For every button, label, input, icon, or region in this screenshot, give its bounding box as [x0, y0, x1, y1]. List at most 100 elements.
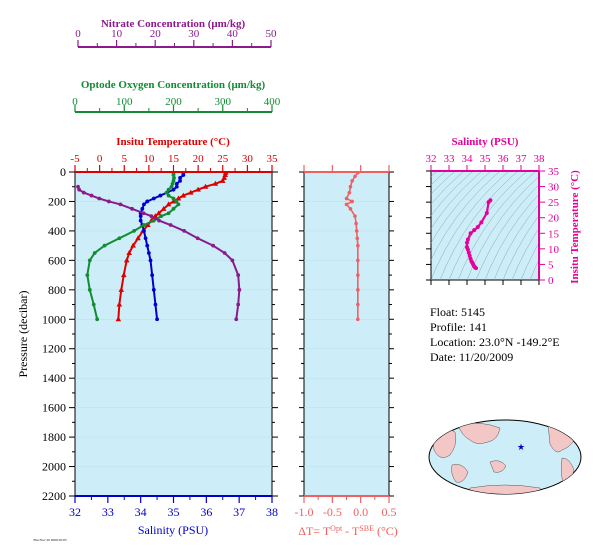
profile-series [76, 172, 242, 322]
salinity-point [174, 181, 179, 186]
density-contour [475, 184, 539, 280]
delta-t-axis-ticks: -1.0 -0.5 0.0 0.5 [295, 165, 397, 519]
delta-t-tick-label: -0.5 [323, 505, 342, 519]
oxygen-point [166, 211, 171, 216]
temperature-point [187, 189, 194, 195]
profile-number: Profile: 141 [430, 320, 487, 334]
temperature-point [118, 286, 125, 292]
temperature-point [145, 222, 151, 228]
ts-y-tick-label: 25 [548, 197, 560, 209]
pressure-tick-label: 200 [48, 194, 66, 208]
ts-y-tick-label: 0 [548, 275, 554, 287]
temperature-axis-label: Insitu Temperature (°C) [116, 136, 230, 148]
temperature-tick-label: 35 [267, 153, 279, 165]
oxygen-point [85, 273, 90, 277]
salinity-point [171, 187, 176, 192]
nitrate-point [97, 196, 102, 201]
oxygen-tick-label: 200 [165, 96, 182, 108]
ts-temperature-axis-label: Insitu Temperature (°C) [569, 170, 581, 284]
temperature-point [135, 235, 141, 241]
nitrate-point [222, 251, 227, 255]
oxygen-point [117, 236, 122, 241]
density-contour [431, 171, 501, 261]
oxygen-point [132, 229, 137, 233]
delta-t-point [356, 302, 360, 307]
salinity-point [143, 236, 148, 241]
density-contour [431, 171, 456, 195]
nitrate-point [168, 223, 173, 227]
temperature-point [195, 186, 201, 192]
ts-y-tick-label: 20 [548, 213, 560, 225]
ts-x-tick-label: 34 [462, 153, 474, 165]
salinity-point [181, 173, 186, 177]
oxygen-point [171, 173, 176, 177]
oxygen-point [166, 193, 171, 198]
density-contour [439, 171, 519, 280]
delta-t-point [353, 174, 357, 179]
nitrate-point [141, 211, 146, 216]
delta-t-point [353, 214, 357, 218]
ts-point [466, 250, 471, 255]
nitrate-tick-label: 10 [111, 28, 123, 40]
map-land [431, 421, 579, 494]
oxygen-tick-label: 300 [215, 96, 232, 108]
ts-point [486, 200, 491, 205]
density-contour [493, 203, 539, 280]
oxygen-axis-ticks: 0 100 200 300 400 [72, 96, 281, 112]
density-contour [431, 171, 447, 186]
ts-y-tick-label: 15 [548, 228, 560, 240]
ts-plot-area [430, 170, 540, 281]
float-location-marker: ★ [517, 442, 525, 452]
oxygen-point [87, 258, 92, 263]
nitrate-point [237, 287, 242, 292]
ts-salinity-axis-label: Salinity (PSU) [452, 136, 519, 148]
density-contour [431, 171, 474, 216]
oxygen-point [159, 214, 164, 219]
salinity-tick-label: 34 [135, 505, 147, 519]
temperature-point [155, 210, 162, 216]
salinity-tick-label: 35 [168, 505, 180, 519]
delta-t-point [354, 221, 358, 226]
delta-t-point [355, 236, 360, 241]
salinity-point [145, 243, 150, 248]
salinity-point [150, 273, 155, 277]
nitrate-point [77, 187, 82, 192]
pressure-tick-label: 0 [60, 165, 66, 179]
oxygen-point [166, 187, 171, 192]
nitrate-point [230, 258, 235, 263]
delta-t-point [350, 179, 354, 183]
nitrate-tick-label: 30 [188, 28, 200, 40]
nitrate-point [81, 190, 86, 195]
salinity-point [138, 218, 143, 223]
oxygen-point [102, 243, 107, 248]
nitrate-axis-ticks: 0 10 20 30 40 50 [75, 28, 277, 47]
density-contour [431, 171, 492, 244]
density-contour [511, 227, 539, 280]
profile-plot-area [74, 171, 273, 497]
nitrate-point [76, 184, 80, 189]
temperature-point [212, 180, 219, 186]
salinity-point [146, 251, 151, 255]
delta-t-point [356, 317, 360, 322]
oxygen-point [174, 199, 179, 204]
delta-t-tick-label: -1.0 [295, 505, 314, 519]
oxygen-point [171, 196, 176, 201]
nitrate-point [157, 218, 161, 223]
pressure-axis-label: Pressure (decibar) [16, 291, 30, 378]
ts-x-tick-label: 38 [534, 153, 546, 165]
ts-x-tick-label: 32 [426, 153, 437, 165]
temperature-tick-label: 0 [97, 153, 103, 165]
salinity-tick-label: 33 [102, 505, 114, 519]
density-contour [431, 171, 465, 205]
delta-t-tick-label: 0.5 [382, 505, 397, 519]
ts-point [484, 211, 489, 216]
oxygen-point [142, 223, 146, 227]
ts-point [472, 228, 477, 233]
ts-point [467, 253, 472, 258]
ts-axis-ticks: 32 33 34 35 36 37 38 0 5 10 15 20 25 30 35 [426, 153, 560, 287]
temperature-tick-label: 20 [193, 153, 205, 165]
nitrate-point [234, 317, 239, 322]
temperature-point [123, 257, 130, 263]
oxygen-point [151, 218, 156, 223]
